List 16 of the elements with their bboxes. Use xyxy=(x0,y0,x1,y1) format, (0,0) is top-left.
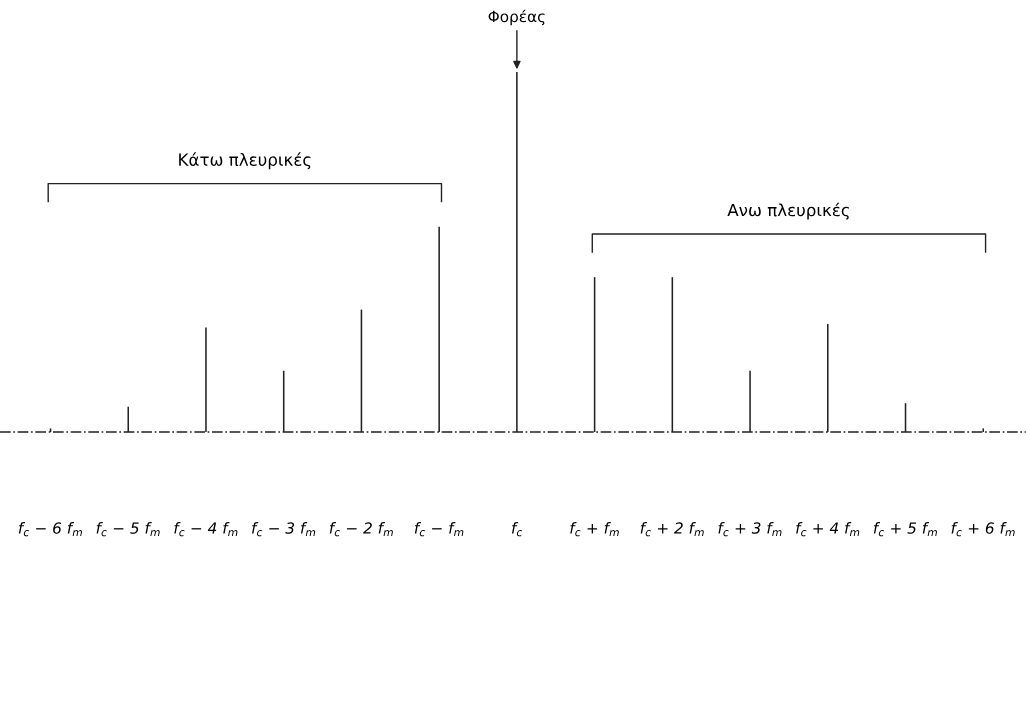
x-tick-label: f$_{c}$ + 4 f$_{m}$ xyxy=(796,522,860,537)
x-tick-label: f$_{c}$ + 3 f$_{m}$ xyxy=(718,522,782,537)
x-tick-label: f$_{c}$ xyxy=(511,522,523,537)
x-tick-label: f$_{c}$ + f$_{m}$ xyxy=(570,522,619,537)
annotation: Φορέας xyxy=(488,9,545,26)
x-tick-label: f$_{c}$ + 5 f$_{m}$ xyxy=(873,522,937,537)
x-tick-label: f$_{c}$ + 6 f$_{m}$ xyxy=(951,522,1015,537)
x-tick-label: f$_{c}$ − f$_{m}$ xyxy=(414,522,464,537)
x-tick-label: f$_{c}$ − 2 f$_{m}$ xyxy=(329,522,393,537)
annotation: Ανω πλευρικές xyxy=(727,202,849,220)
x-tick-label: f$_{c}$ − 6 f$_{m}$ xyxy=(18,522,82,537)
x-tick-label: f$_{c}$ − 4 f$_{m}$ xyxy=(174,522,238,537)
x-tick-label: f$_{c}$ − 3 f$_{m}$ xyxy=(252,522,316,537)
x-tick-label: f$_{c}$ − 5 f$_{m}$ xyxy=(96,522,160,537)
x-tick-label: f$_{c}$ + 2 f$_{m}$ xyxy=(640,522,704,537)
annotation: Κάτω πλευρικές xyxy=(179,152,311,170)
